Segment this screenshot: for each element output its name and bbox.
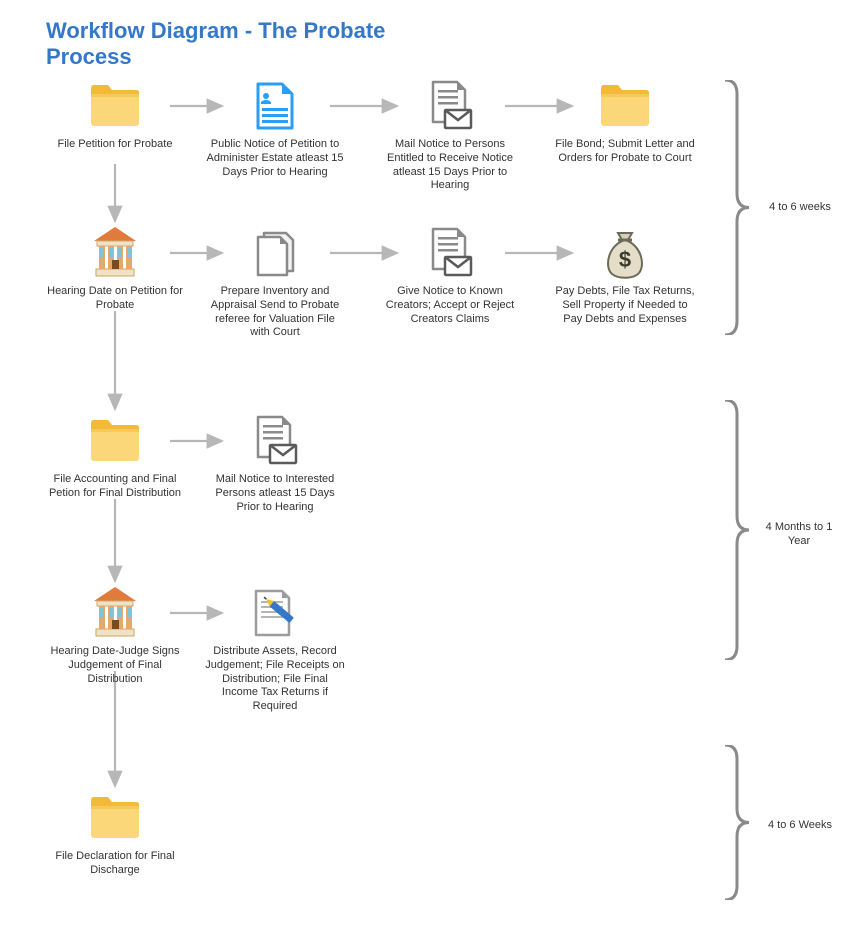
time-brace-2 [725,400,753,660]
folder-icon [87,790,143,846]
flow-node-n7: Give Notice to Known Creators; Accept or… [375,225,525,326]
court-icon [87,585,143,641]
folder-icon [597,78,653,134]
node-label: Hearing Date-Judge Signs Judgement of Fi… [40,641,190,686]
time-brace-label: 4 to 6 Weeks [760,818,840,832]
flow-node-n6: Prepare Inventory and Appraisal Send to … [200,225,350,340]
folder-icon [87,78,143,134]
node-label: Public Notice of Petition to Administer … [200,134,350,179]
node-label: Pay Debts, File Tax Returns, Sell Proper… [550,281,700,326]
node-label: File Declaration for Final Discharge [40,846,190,878]
flow-node-n12: Distribute Assets, Record Judgement; Fil… [200,585,350,714]
doc-mail-icon [247,413,303,469]
time-brace-1 [725,80,753,335]
node-label: Hearing Date on Petition for Probate [40,281,190,313]
flow-node-n3: Mail Notice to Persons Entitled to Recei… [375,78,525,193]
doc-mail-icon [422,225,478,281]
time-brace-label: 4 Months to 1 Year [758,520,840,549]
node-label: File Bond; Submit Letter and Orders for … [550,134,700,166]
workflow-canvas: Workflow Diagram - The Probate Process F… [0,0,843,933]
flow-node-n10: Mail Notice to Interested Persons atleas… [200,413,350,514]
node-label: Mail Notice to Interested Persons atleas… [200,469,350,514]
doc-mail-icon [422,78,478,134]
node-label: File Accounting and Final Petion for Fin… [40,469,190,501]
time-brace-label: 4 to 6 weeks [760,200,840,214]
doc-stack-icon [247,225,303,281]
flow-node-n5: Hearing Date on Petition for Probate [40,225,190,313]
court-icon [87,225,143,281]
folder-icon [87,413,143,469]
flow-node-n1: File Petition for Probate [40,78,190,152]
doc-blue-icon [247,78,303,134]
doc-pen-icon [247,585,303,641]
node-label: File Petition for Probate [54,134,177,152]
flow-node-n13: File Declaration for Final Discharge [40,790,190,878]
flow-node-n4: File Bond; Submit Letter and Orders for … [550,78,700,166]
flow-node-n9: File Accounting and Final Petion for Fin… [40,413,190,501]
flow-node-n11: Hearing Date-Judge Signs Judgement of Fi… [40,585,190,686]
flow-node-n8: Pay Debts, File Tax Returns, Sell Proper… [550,225,700,326]
node-label: Mail Notice to Persons Entitled to Recei… [375,134,525,193]
node-label: Prepare Inventory and Appraisal Send to … [200,281,350,340]
node-label: Distribute Assets, Record Judgement; Fil… [200,641,350,714]
moneybag-icon [597,225,653,281]
time-brace-3 [725,745,753,900]
flow-node-n2: Public Notice of Petition to Administer … [200,78,350,179]
node-label: Give Notice to Known Creators; Accept or… [375,281,525,326]
